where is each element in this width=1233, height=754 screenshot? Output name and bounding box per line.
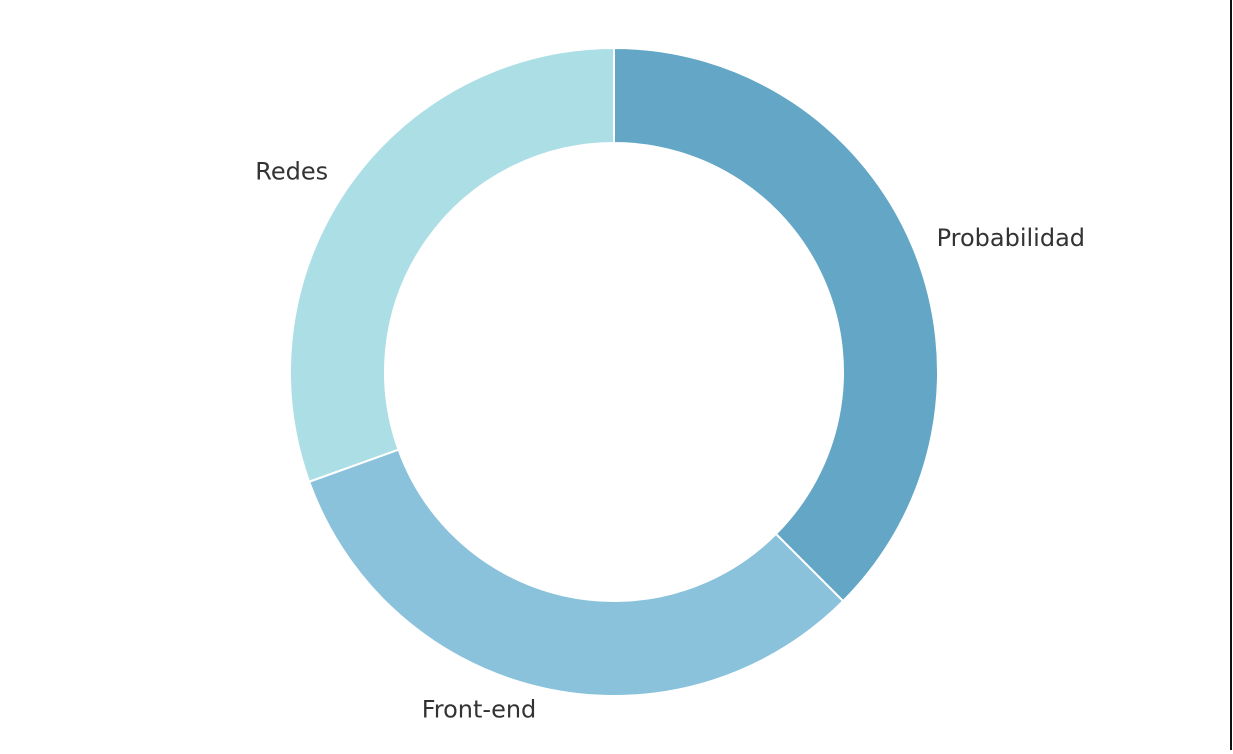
slice-redes — [289, 46, 615, 484]
donut-slices — [289, 46, 940, 697]
slice-probabilidad — [613, 46, 940, 603]
right-border-line — [1230, 0, 1232, 750]
donut-labels: Probabilidad Front-end Redes — [255, 157, 1085, 723]
label-redes: Redes — [255, 157, 328, 185]
label-probabilidad: Probabilidad — [937, 224, 1085, 252]
label-front-end: Front-end — [422, 696, 537, 724]
slice-front-end — [307, 448, 845, 697]
